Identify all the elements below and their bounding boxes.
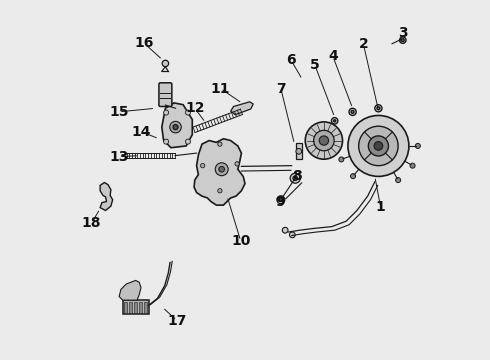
Circle shape	[200, 163, 205, 168]
Circle shape	[401, 39, 404, 41]
Text: 1: 1	[376, 200, 386, 214]
Text: 12: 12	[185, 101, 204, 115]
Text: 18: 18	[82, 216, 101, 230]
Text: 6: 6	[286, 53, 295, 67]
Circle shape	[350, 174, 356, 179]
Circle shape	[218, 189, 222, 193]
Text: 9: 9	[275, 194, 285, 208]
Bar	[296, 143, 302, 159]
FancyBboxPatch shape	[159, 83, 172, 107]
Text: 3: 3	[398, 26, 408, 40]
Circle shape	[186, 110, 191, 115]
Circle shape	[186, 139, 191, 144]
Circle shape	[377, 107, 380, 110]
Circle shape	[277, 196, 285, 204]
Polygon shape	[119, 280, 141, 300]
Bar	[129, 302, 132, 313]
Circle shape	[334, 120, 336, 122]
Polygon shape	[100, 183, 113, 211]
Circle shape	[279, 198, 283, 202]
Circle shape	[164, 139, 169, 144]
Bar	[144, 302, 147, 313]
Circle shape	[293, 176, 297, 180]
Circle shape	[314, 130, 334, 151]
Circle shape	[410, 163, 415, 168]
Circle shape	[290, 173, 300, 183]
Circle shape	[164, 110, 169, 115]
Text: 7: 7	[276, 82, 286, 95]
Text: 13: 13	[109, 150, 128, 164]
Polygon shape	[231, 102, 253, 115]
Polygon shape	[194, 139, 245, 205]
Circle shape	[351, 111, 354, 113]
Bar	[124, 302, 127, 313]
Bar	[134, 302, 137, 313]
Circle shape	[368, 136, 389, 156]
Circle shape	[282, 227, 288, 233]
Circle shape	[305, 122, 343, 159]
Circle shape	[359, 126, 398, 166]
Circle shape	[375, 105, 382, 112]
Text: 15: 15	[109, 105, 128, 119]
Circle shape	[290, 232, 295, 238]
Text: 11: 11	[211, 82, 230, 95]
Circle shape	[374, 141, 383, 150]
Circle shape	[162, 60, 169, 67]
Circle shape	[395, 177, 401, 183]
Bar	[122, 300, 148, 315]
Circle shape	[215, 163, 228, 176]
Circle shape	[349, 108, 356, 116]
Circle shape	[416, 143, 420, 148]
Circle shape	[399, 37, 406, 43]
Circle shape	[339, 157, 344, 162]
Text: 2: 2	[359, 37, 368, 51]
Polygon shape	[162, 103, 192, 148]
Circle shape	[170, 121, 181, 133]
Circle shape	[296, 148, 302, 154]
Bar	[139, 302, 143, 313]
Text: 4: 4	[328, 49, 338, 63]
Circle shape	[173, 125, 178, 130]
Circle shape	[219, 166, 224, 172]
Circle shape	[348, 116, 409, 176]
Text: 14: 14	[131, 125, 151, 139]
Text: 8: 8	[292, 170, 302, 183]
Text: 17: 17	[167, 314, 187, 328]
Circle shape	[319, 136, 329, 145]
Circle shape	[235, 162, 239, 166]
Circle shape	[218, 142, 222, 146]
Circle shape	[331, 118, 338, 124]
Text: 16: 16	[134, 36, 153, 50]
Text: 5: 5	[310, 58, 320, 72]
Text: 10: 10	[231, 234, 250, 248]
